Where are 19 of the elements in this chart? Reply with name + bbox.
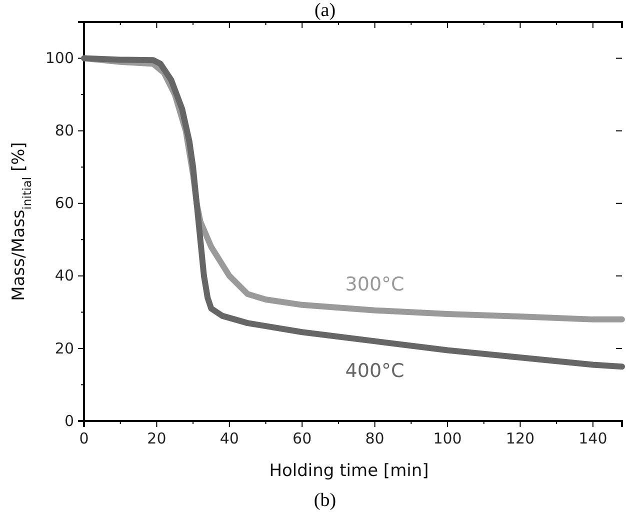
y-tick-label: 40 [54, 266, 74, 285]
y-tick-label: 60 [54, 194, 74, 212]
text: (a) [314, 0, 336, 21]
y-tick-label: 20 [54, 339, 74, 358]
y-tick-label: 0 [64, 412, 74, 430]
x-tick-label: 60 [292, 430, 312, 448]
x-tick-label: 100 [433, 430, 462, 448]
y-tick-label: 80 [54, 122, 74, 140]
x-tick-label: 40 [220, 430, 239, 448]
x-axis-title: Holding time [min] [269, 461, 429, 481]
y-tick-label: 100 [45, 49, 74, 68]
x-tick-label: 120 [506, 430, 535, 448]
series-label: 400°C [345, 360, 404, 382]
text: (b) [314, 490, 336, 511]
series-label: 300°C [345, 273, 404, 296]
x-tick-label: 20 [147, 430, 166, 448]
x-tick-label: 0 [79, 430, 89, 448]
x-tick-label: 80 [365, 430, 384, 448]
x-tick-label: 140 [578, 430, 608, 448]
